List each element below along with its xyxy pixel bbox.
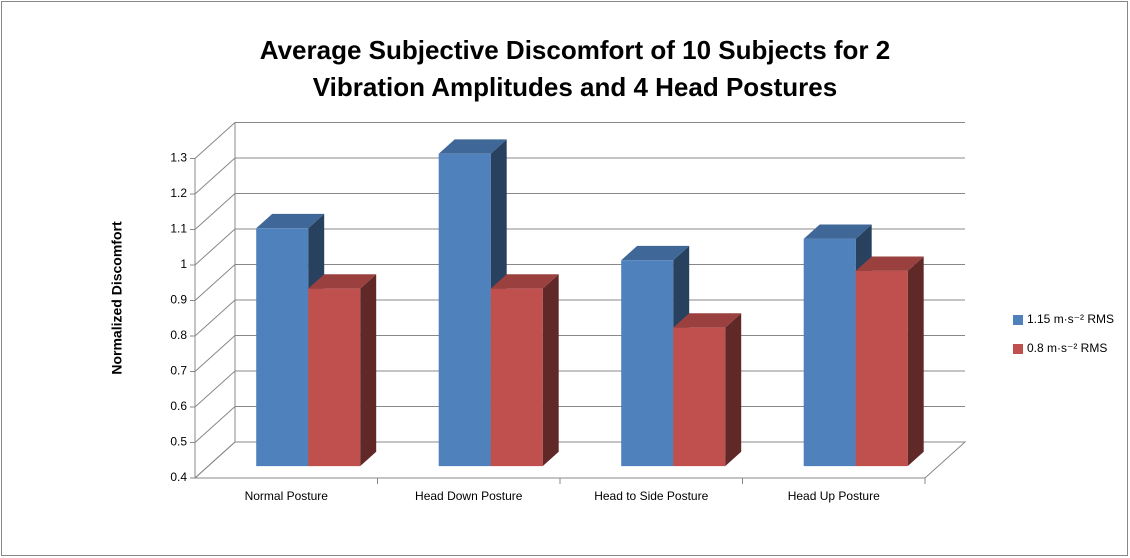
bar — [490, 274, 559, 467]
bar-side — [542, 274, 559, 467]
y-tick-label: 1 — [180, 257, 187, 271]
legend-swatch — [1013, 315, 1023, 325]
x-tick-label: Head Up Posture — [788, 489, 880, 503]
bar-top — [673, 313, 742, 328]
bar — [855, 256, 924, 467]
y-tick-label: 1.2 — [170, 186, 187, 200]
bar-front — [438, 153, 491, 467]
bar-top — [438, 139, 507, 154]
bar-front — [490, 288, 543, 467]
bar-front — [621, 260, 674, 467]
y-axis-label: Normalized Discomfort — [109, 221, 125, 375]
grid-line — [194, 122, 965, 159]
chart-title: Average Subjective Discomfort of 10 Subj… — [259, 35, 891, 102]
x-tick-label: Head Down Posture — [415, 489, 523, 503]
legend-label: 1.15 m·s⁻² RMS — [1027, 312, 1114, 326]
x-tick-label: Head to Side Posture — [594, 489, 708, 503]
bar-top — [803, 224, 872, 239]
bar-top — [490, 274, 559, 289]
y-tick-label: 0.4 — [170, 470, 187, 484]
bar-front — [308, 288, 361, 467]
legend-swatch — [1013, 344, 1023, 354]
y-tick-label: 1.3 — [170, 151, 187, 165]
bar — [673, 313, 742, 467]
bar-side — [360, 274, 377, 467]
bar-top — [256, 213, 325, 229]
bar-side — [725, 313, 742, 467]
bar — [308, 274, 377, 467]
bar-front — [803, 238, 856, 467]
grid-line — [194, 157, 965, 195]
legend-label: 0.8 m·s⁻² RMS — [1027, 341, 1107, 355]
y-tick-label: 0.6 — [170, 399, 187, 413]
grid-line — [194, 193, 965, 230]
grid-line — [194, 228, 965, 266]
y-tick-label: 0.9 — [170, 293, 187, 307]
y-tick-label: 0.8 — [170, 328, 187, 342]
bar-front — [855, 270, 908, 467]
grid-line — [194, 264, 965, 301]
y-tick-label: 1.1 — [170, 222, 187, 236]
y-tick-label: 0.5 — [170, 435, 187, 449]
bar-front — [673, 327, 726, 467]
bar-front — [256, 228, 309, 467]
bar-side — [907, 256, 924, 467]
x-tick-label: Normal Posture — [245, 489, 329, 503]
bar-top — [308, 274, 377, 289]
y-tick-label: 0.7 — [170, 364, 187, 378]
bar-top — [855, 256, 924, 271]
grid-line — [194, 299, 965, 337]
bar-top — [621, 245, 690, 261]
